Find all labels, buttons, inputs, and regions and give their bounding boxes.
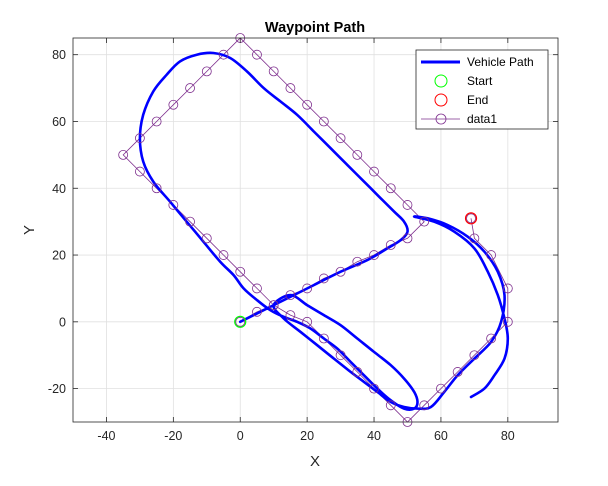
plot-frame xyxy=(72,37,559,423)
waypoint-marker xyxy=(318,116,329,127)
waypoint-marker xyxy=(201,66,212,77)
legend-start-label: Start xyxy=(467,74,493,88)
vehicle-path-line xyxy=(138,51,510,411)
chart-title: Waypoint Path xyxy=(265,20,365,36)
waypoint-marker xyxy=(419,216,430,227)
waypoint-marker xyxy=(318,273,329,284)
legend: Vehicle Path Start End data1 xyxy=(415,49,549,130)
waypoint-marker xyxy=(352,367,363,377)
waypoint-marker xyxy=(168,200,179,210)
x-tick-label: -20 xyxy=(164,429,182,443)
y-tick-label: -20 xyxy=(48,382,66,396)
waypoint-marker xyxy=(151,183,162,194)
waypoint-marker xyxy=(502,283,513,294)
tick-layer: -40 -20 0 20 40 60 80 -20 0 20 40 60 80 xyxy=(48,38,558,443)
waypoint-marker xyxy=(302,99,313,110)
waypoint-marker xyxy=(402,200,413,210)
waypoint-marker xyxy=(168,99,179,110)
waypoint-marker xyxy=(235,266,246,277)
waypoint-marker xyxy=(285,290,296,301)
waypoint-marker xyxy=(486,333,497,344)
x-tick-label: 20 xyxy=(300,429,314,443)
waypoint-marker xyxy=(302,283,313,294)
waypoint-marker xyxy=(285,310,296,321)
x-tick-label: -40 xyxy=(97,429,115,443)
legend-end-swatch xyxy=(434,93,448,107)
waypoint-marker xyxy=(436,383,446,394)
y-axis-title: Y xyxy=(21,225,38,235)
legend-vehicle-path-label: Vehicle Path xyxy=(467,55,534,69)
waypoint-marker xyxy=(252,306,262,317)
end-marker xyxy=(464,212,478,225)
waypoint-marker xyxy=(302,316,313,327)
waypoint-marker xyxy=(118,149,129,160)
waypoint-marker xyxy=(151,116,162,127)
waypoint-marker xyxy=(185,83,195,93)
waypoint-marker xyxy=(502,316,513,327)
y-tick-label: 40 xyxy=(52,182,66,196)
waypoint-marker xyxy=(369,250,379,260)
waypoint-marker xyxy=(486,250,497,260)
waypoint-marker xyxy=(419,400,430,411)
waypoint-marker xyxy=(385,400,396,411)
x-tick-label: 40 xyxy=(367,429,381,443)
waypoint-marker xyxy=(252,49,262,60)
waypoint-marker xyxy=(335,266,346,277)
waypoint-marker xyxy=(466,213,476,224)
waypoint-marker xyxy=(352,256,363,267)
y-tick-label: 60 xyxy=(52,115,66,129)
waypoint-marker xyxy=(268,66,279,77)
waypoint-marker xyxy=(201,233,212,244)
legend-data1-marker-swatch xyxy=(435,113,447,125)
waypoint-marker xyxy=(285,83,296,93)
waypoint-marker xyxy=(385,240,396,250)
waypoint-marker xyxy=(369,383,379,394)
start-marker xyxy=(234,315,247,328)
waypoint-marker xyxy=(252,283,262,294)
waypoint-marker xyxy=(385,183,396,194)
x-tick-label: 80 xyxy=(501,429,515,443)
waypoint-marker xyxy=(452,367,463,377)
y-tick-label: 0 xyxy=(59,315,66,329)
y-tick-label: 20 xyxy=(52,249,66,263)
waypoint-marker xyxy=(218,250,229,260)
legend-end-label: End xyxy=(467,93,488,107)
waypoint-marker xyxy=(335,350,346,361)
legend-start-swatch xyxy=(434,74,448,88)
series-layer xyxy=(118,33,513,427)
waypoint-marker xyxy=(134,166,145,177)
waypoint-marker xyxy=(369,166,379,177)
waypoint-marker xyxy=(185,216,195,227)
waypoint-marker xyxy=(134,133,145,144)
x-axis-title: X xyxy=(310,453,320,470)
waypoint-marker xyxy=(335,133,346,144)
waypoint-marker xyxy=(402,233,413,244)
waypoint-marker xyxy=(469,233,480,244)
y-tick-label: 80 xyxy=(52,48,66,62)
waypoint-marker xyxy=(235,316,246,327)
x-tick-label: 60 xyxy=(434,429,448,443)
waypoint-marker xyxy=(318,333,329,344)
x-tick-label: 0 xyxy=(237,429,244,443)
legend-data1-label: data1 xyxy=(467,112,497,126)
waypoint-marker xyxy=(469,350,480,361)
waypoint-marker xyxy=(352,149,363,160)
waypoint-marker xyxy=(218,49,229,60)
waypoint-marker xyxy=(268,300,279,311)
